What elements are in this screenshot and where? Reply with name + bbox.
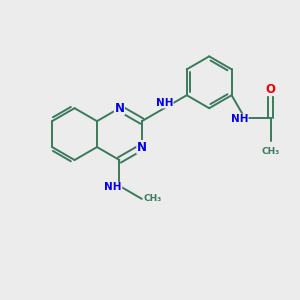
Text: NH: NH [230, 114, 248, 124]
Text: O: O [266, 82, 275, 96]
Text: N: N [137, 141, 147, 154]
Text: CH₃: CH₃ [143, 194, 162, 203]
Text: CH₃: CH₃ [261, 147, 280, 156]
Text: NH: NH [104, 182, 122, 192]
Text: N: N [114, 102, 124, 115]
Text: NH: NH [156, 98, 173, 108]
